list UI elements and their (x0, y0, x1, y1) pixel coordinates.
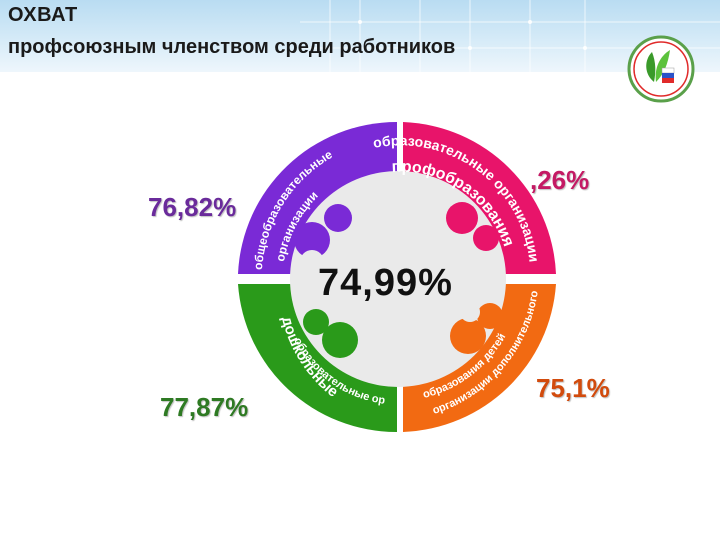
page-title: ОХВАТ (8, 4, 78, 26)
union-logo-icon (627, 35, 695, 103)
value-general: 76,82% (148, 192, 237, 222)
page-subtitle: профсоюзным членством среди работников (8, 36, 456, 58)
value-total: 74,99% (318, 262, 453, 304)
header-banner: ОХВАТ профсоюзным членством среди работн… (0, 0, 720, 72)
value-preschool: 77,87% (160, 392, 249, 422)
value-vocational: ,26% (530, 165, 590, 195)
puzzle-knobs (294, 202, 503, 358)
value-additional: 75,1% (536, 373, 610, 403)
